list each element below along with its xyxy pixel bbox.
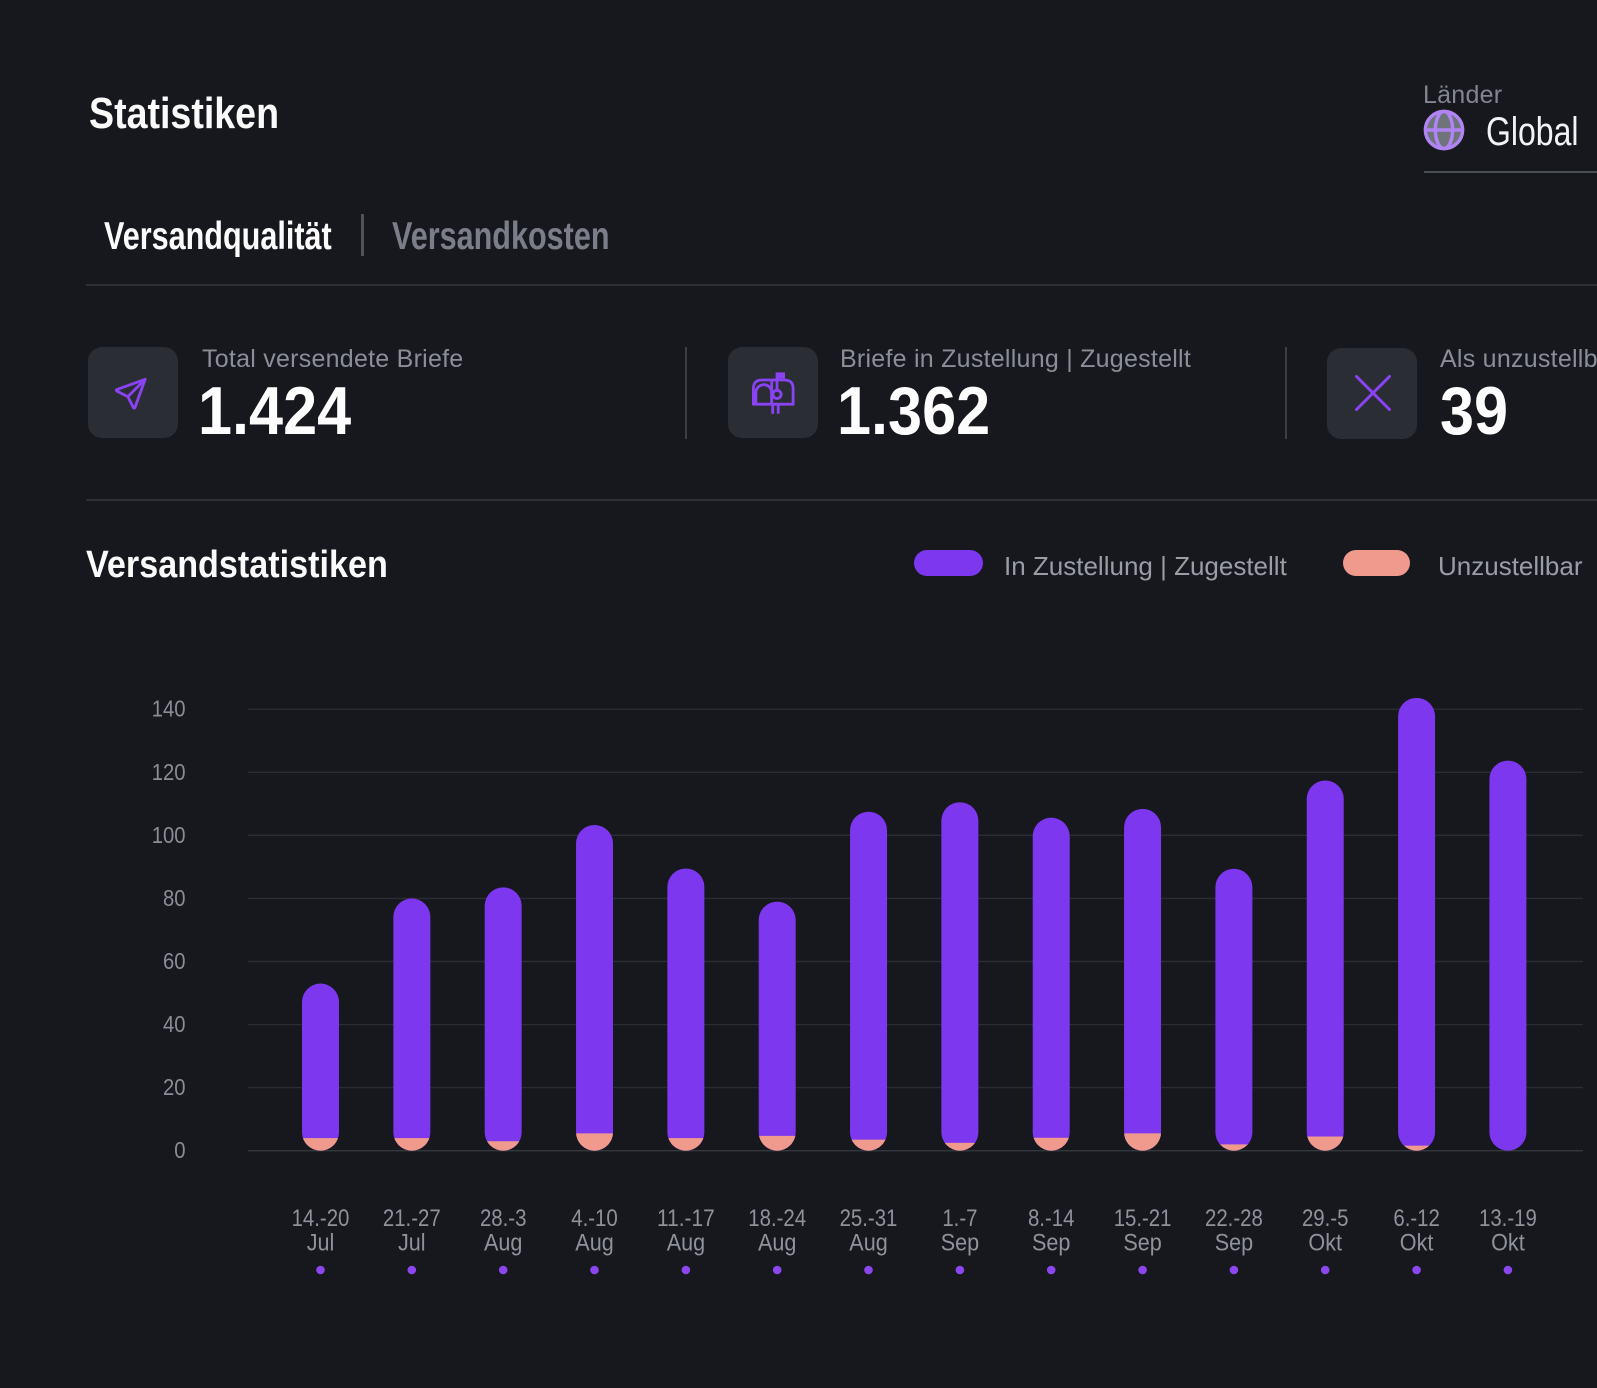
svg-text:25.-31: 25.-31	[840, 1205, 898, 1232]
svg-text:Okt: Okt	[1491, 1229, 1525, 1256]
svg-text:Okt: Okt	[1400, 1229, 1434, 1256]
svg-text:1.-7: 1.-7	[942, 1205, 977, 1232]
svg-text:Sep: Sep	[1215, 1229, 1253, 1256]
svg-text:140: 140	[152, 696, 186, 722]
svg-text:13.-19: 13.-19	[1479, 1205, 1537, 1232]
svg-text:28.-3: 28.-3	[480, 1205, 527, 1232]
svg-text:Aug: Aug	[849, 1229, 887, 1256]
svg-text:14.-20: 14.-20	[292, 1205, 350, 1232]
svg-text:Aug: Aug	[667, 1229, 705, 1256]
svg-text:Aug: Aug	[575, 1229, 613, 1256]
svg-text:Jul: Jul	[307, 1229, 335, 1256]
svg-text:22.-28: 22.-28	[1205, 1205, 1263, 1232]
svg-text:40: 40	[163, 1011, 186, 1037]
svg-text:120: 120	[152, 759, 186, 785]
svg-text:Sep: Sep	[1032, 1229, 1070, 1256]
svg-text:29.-5: 29.-5	[1302, 1205, 1349, 1232]
svg-text:4.-10: 4.-10	[571, 1205, 618, 1232]
svg-text:Aug: Aug	[758, 1229, 796, 1256]
svg-text:80: 80	[163, 885, 186, 911]
svg-text:Okt: Okt	[1308, 1229, 1342, 1256]
svg-text:21.-27: 21.-27	[383, 1205, 441, 1232]
svg-text:20: 20	[163, 1074, 186, 1100]
svg-text:18.-24: 18.-24	[748, 1205, 806, 1232]
svg-text:0: 0	[174, 1137, 185, 1163]
svg-text:15.-21: 15.-21	[1114, 1205, 1172, 1232]
svg-text:8.-14: 8.-14	[1028, 1205, 1075, 1232]
svg-text:Sep: Sep	[941, 1229, 979, 1256]
svg-text:Sep: Sep	[1123, 1229, 1161, 1256]
svg-text:100: 100	[152, 822, 186, 848]
svg-text:11.-17: 11.-17	[657, 1205, 715, 1232]
svg-text:6.-12: 6.-12	[1393, 1205, 1440, 1232]
svg-text:Jul: Jul	[398, 1229, 426, 1256]
svg-text:Aug: Aug	[484, 1229, 522, 1256]
svg-text:60: 60	[163, 948, 186, 974]
